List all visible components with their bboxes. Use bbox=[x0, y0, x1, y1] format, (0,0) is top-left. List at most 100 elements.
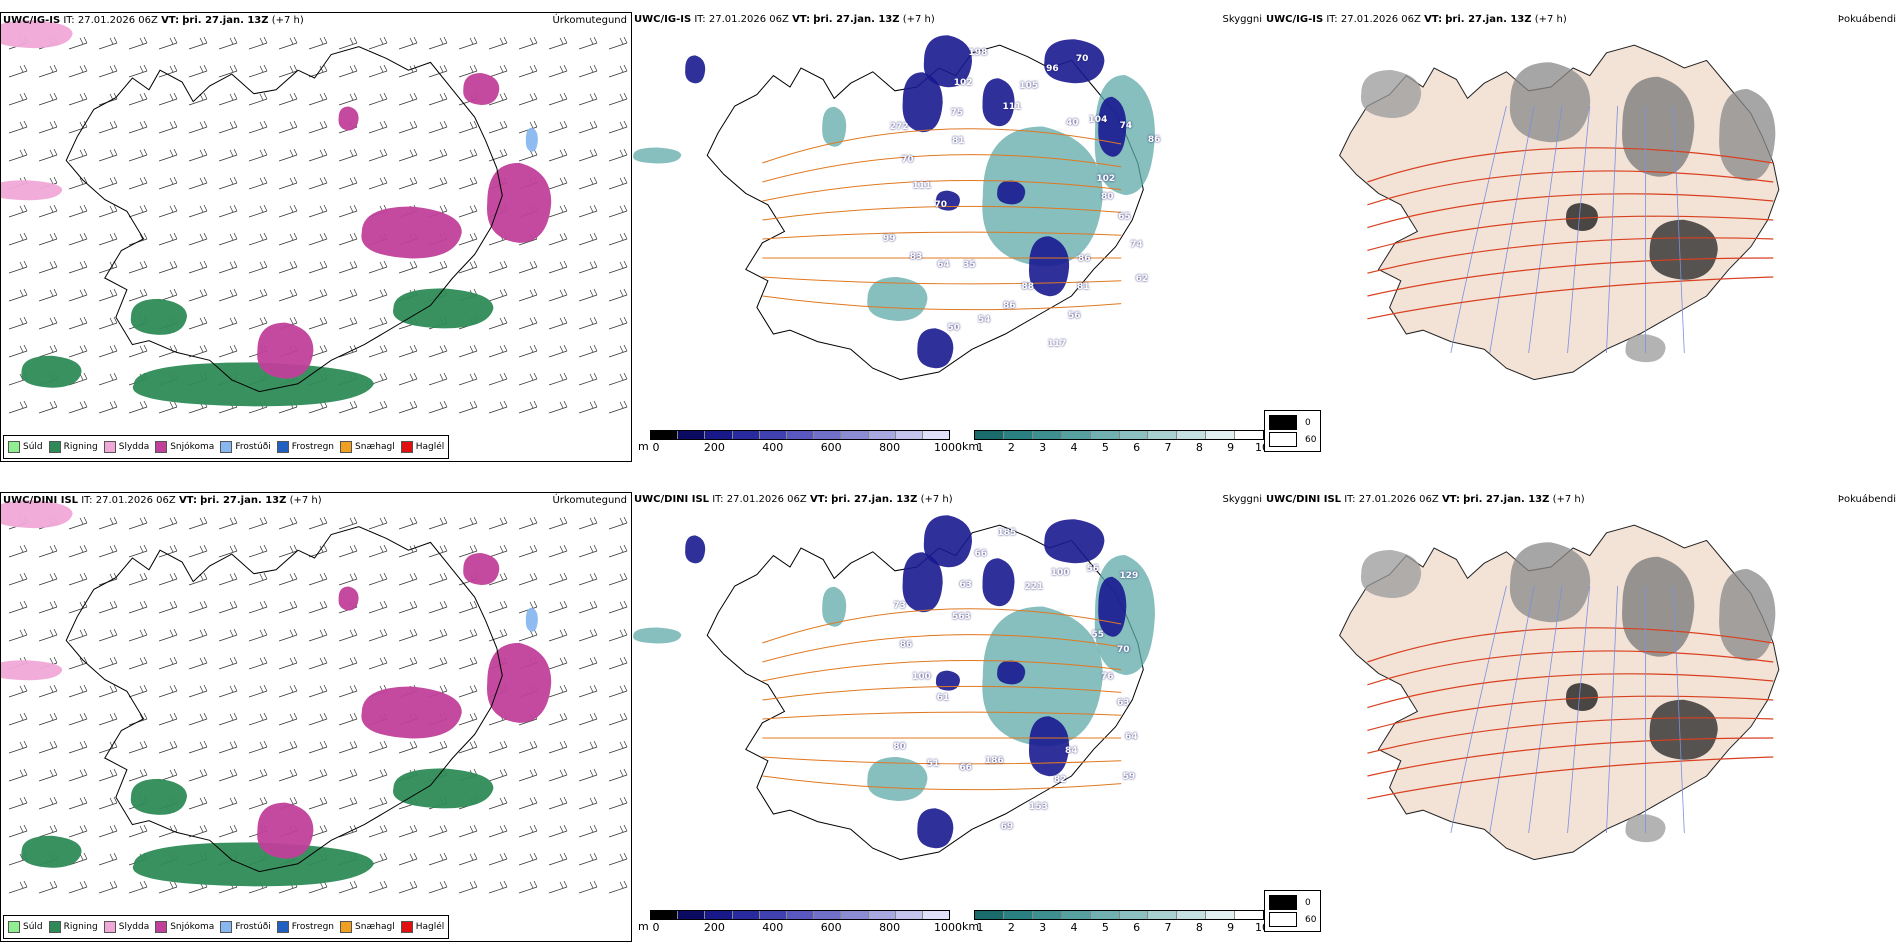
wind-barb bbox=[128, 232, 148, 246]
offset: (+7 h) bbox=[920, 494, 953, 505]
wind-barb bbox=[428, 400, 448, 414]
colorbar-labels: 0 200 400 600 800 1000 bbox=[650, 441, 963, 455]
cloud-base-label: 82 bbox=[1053, 775, 1067, 785]
cloud-base-label: 83 bbox=[909, 251, 923, 262]
wind-barb bbox=[68, 572, 88, 586]
wind-barb bbox=[398, 600, 418, 614]
cloud-panel-2: UWC/DINI ISL IT: 27.01.2026 06Z VT: þri.… bbox=[632, 492, 1264, 942]
wind-barb bbox=[518, 740, 538, 754]
wind-barb bbox=[458, 824, 478, 838]
fog-index-area bbox=[1719, 89, 1776, 181]
legend-swatch bbox=[8, 921, 20, 933]
cloud-base-label: 104 bbox=[1088, 115, 1108, 126]
wind-barb bbox=[458, 740, 478, 754]
wind-barb bbox=[338, 796, 358, 810]
wind-barb bbox=[398, 120, 418, 134]
low-ceiling-area bbox=[997, 660, 1026, 685]
wind-barb bbox=[8, 148, 28, 162]
river bbox=[1528, 105, 1563, 354]
wind-barb bbox=[338, 64, 358, 78]
wind-barb bbox=[38, 740, 58, 754]
wind-barb bbox=[128, 516, 148, 530]
cloud-base-label: 76 bbox=[1100, 671, 1114, 682]
wind-barb bbox=[248, 176, 268, 190]
wind-barb bbox=[458, 712, 478, 726]
wind-barb bbox=[338, 684, 358, 698]
wind-barb bbox=[308, 148, 328, 162]
low-ceiling-area bbox=[923, 35, 972, 88]
it-label: IT: bbox=[712, 494, 724, 505]
wind-barb bbox=[338, 656, 358, 670]
wind-barb bbox=[68, 148, 88, 162]
wind-barb bbox=[458, 232, 478, 246]
precip-area bbox=[338, 106, 359, 131]
river bbox=[1450, 585, 1507, 834]
wind-barb bbox=[548, 316, 568, 330]
wind-barb bbox=[548, 768, 568, 782]
road bbox=[762, 295, 1122, 311]
wind-barb bbox=[548, 740, 568, 754]
wind-barb bbox=[248, 92, 268, 106]
wind-barb bbox=[488, 120, 508, 134]
fog-legend-label: 0 bbox=[1305, 897, 1311, 908]
wind-barb bbox=[248, 740, 268, 754]
wind-barb bbox=[278, 232, 298, 246]
wind-barb bbox=[8, 600, 28, 614]
wind-barb bbox=[8, 344, 28, 358]
wind-barb bbox=[188, 316, 208, 330]
wind-barb bbox=[8, 120, 28, 134]
wind-barb bbox=[38, 796, 58, 810]
wind-barb bbox=[248, 712, 268, 726]
wind-barb bbox=[608, 880, 628, 894]
wind-barb bbox=[218, 260, 238, 274]
it-value: 27.01.2026 06Z bbox=[77, 15, 158, 26]
wind-barb bbox=[188, 232, 208, 246]
wind-barb bbox=[8, 64, 28, 78]
legend-label: Snæhagl bbox=[355, 442, 395, 452]
road bbox=[762, 685, 1122, 701]
colorbar-tick-label: 2 bbox=[1007, 441, 1015, 454]
panel-title: Úrkomutegund bbox=[552, 15, 627, 26]
wind-barb bbox=[578, 400, 598, 414]
road bbox=[762, 179, 1122, 202]
colorbar-tick-label: 8 bbox=[1195, 921, 1203, 934]
wind-barb bbox=[548, 824, 568, 838]
wind-barb bbox=[428, 824, 448, 838]
wind-barb bbox=[458, 344, 478, 358]
wind-barb bbox=[38, 64, 58, 78]
wind-barb bbox=[68, 796, 88, 810]
wind-barb bbox=[428, 120, 448, 134]
wind-barb bbox=[188, 740, 208, 754]
legend-item: Súld bbox=[8, 921, 43, 933]
wind-barb bbox=[428, 260, 448, 274]
wind-barb bbox=[578, 204, 598, 218]
cloud-base-label: 100 bbox=[912, 671, 931, 682]
wind-barb bbox=[98, 148, 118, 162]
cloud-base-label: 70 bbox=[901, 154, 914, 165]
wind-barb bbox=[458, 204, 478, 218]
wind-barb bbox=[308, 796, 328, 810]
legend-swatch bbox=[48, 441, 61, 453]
colorbar-tick-label: 7 bbox=[1164, 441, 1172, 454]
vt-value: þri. 27.jan. 13Z bbox=[182, 15, 269, 26]
cloud-base-label: 51 bbox=[926, 758, 940, 769]
wind-barb bbox=[518, 796, 538, 810]
wind-barb bbox=[368, 92, 388, 106]
wind-barb bbox=[38, 260, 58, 274]
it-label: IT: bbox=[63, 15, 75, 26]
colorbar-cell bbox=[1061, 431, 1091, 439]
precip-area bbox=[392, 288, 494, 329]
wind-barb bbox=[248, 544, 268, 558]
legend-label: Frostúði bbox=[235, 442, 271, 452]
wind-barb bbox=[98, 600, 118, 614]
colorbar-unit: km bbox=[962, 920, 980, 933]
colorbar-tick-label: 4 bbox=[1070, 441, 1078, 454]
wind-barb bbox=[368, 64, 388, 78]
wind-barb bbox=[218, 120, 238, 134]
cloud-base-label: 81 bbox=[1076, 281, 1090, 292]
wind-barb bbox=[98, 344, 118, 358]
cloud-base-label: 70 bbox=[1116, 645, 1130, 655]
legend-swatch bbox=[276, 921, 289, 933]
cloud-base-label: 96 bbox=[1046, 63, 1059, 74]
river bbox=[1567, 105, 1591, 354]
